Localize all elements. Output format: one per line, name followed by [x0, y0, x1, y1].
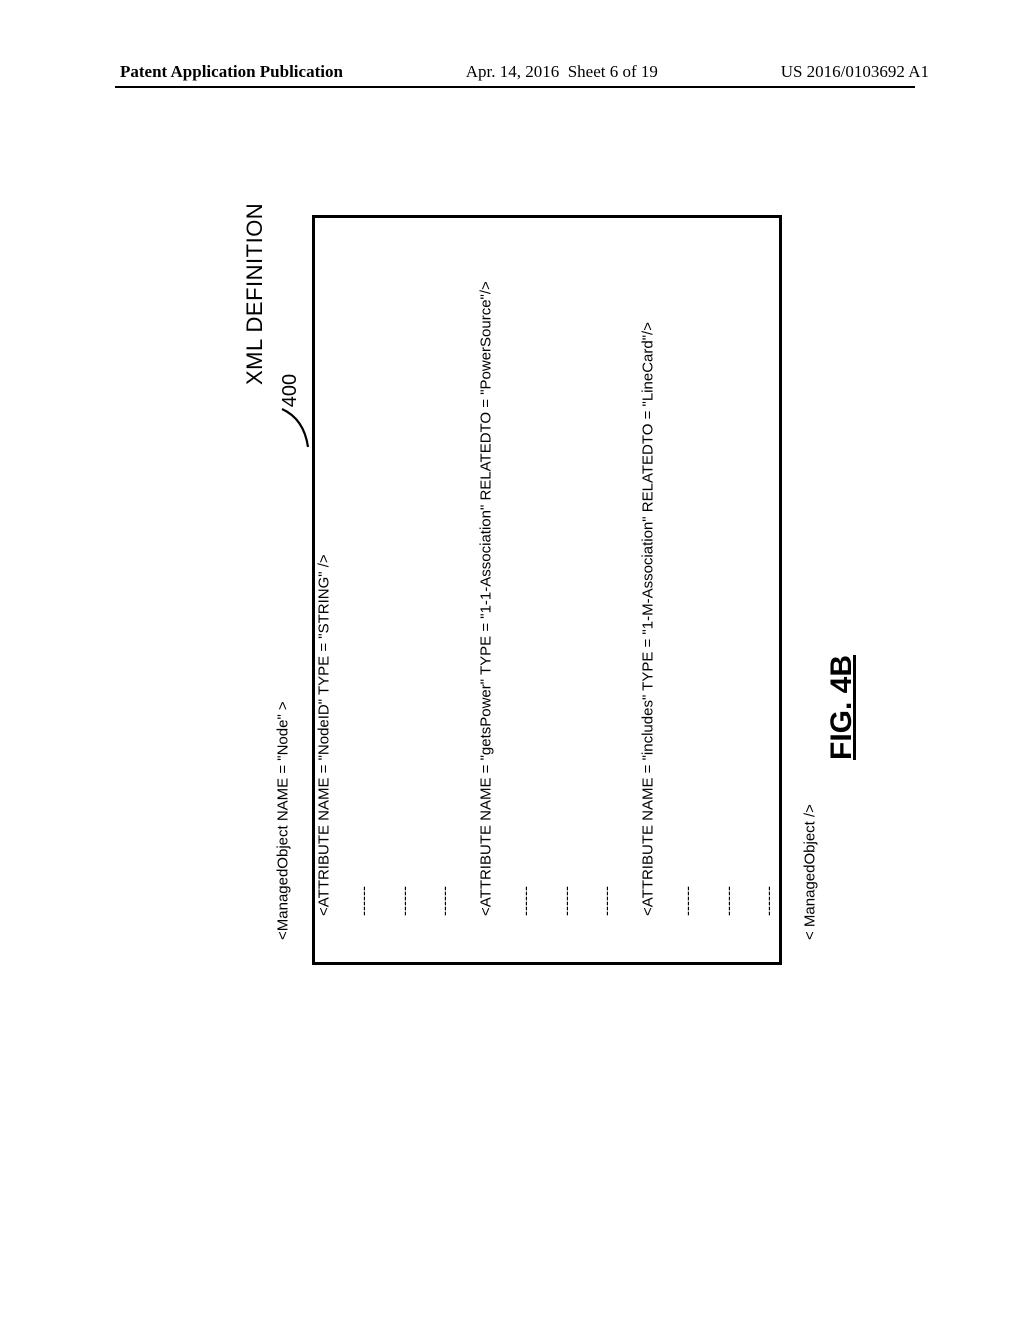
xml-ellipsis: ------	[760, 240, 780, 940]
xml-ellipsis: ------	[436, 240, 456, 940]
page-header: Patent Application Publication Apr. 14, …	[0, 62, 1024, 82]
xml-attr-nodeid: <ATTRIBUTE NAME = "NodeID" TYPE = "STRIN…	[314, 240, 334, 940]
header-sheet: Sheet 6 of 19	[568, 62, 658, 81]
xml-attr-includes: <ATTRIBUTE NAME = "includes" TYPE = "1-M…	[638, 240, 658, 940]
figure-title: XML DEFINITION	[242, 203, 268, 385]
header-date: Apr. 14, 2016	[466, 62, 560, 81]
xml-open-tag: <ManagedObject NAME = "Node" >	[274, 240, 294, 940]
xml-ellipsis: ------	[598, 240, 618, 940]
header-rule	[115, 86, 915, 88]
xml-ellipsis: ------	[679, 240, 699, 940]
header-publication-label: Patent Application Publication	[120, 62, 343, 82]
xml-definition-box: <ManagedObject NAME = "Node" > <ATTRIBUT…	[312, 215, 782, 965]
figure-4b: XML DEFINITION 400 <ManagedObject NAME =…	[280, 215, 780, 965]
xml-ellipsis: ------	[395, 240, 415, 940]
xml-attr-getspower: <ATTRIBUTE NAME = "getsPower" TYPE = "1-…	[476, 240, 496, 940]
figure-caption: FIG. 4B	[825, 655, 859, 760]
xml-ellipsis: ------	[517, 240, 537, 940]
xml-ellipsis: ------	[557, 240, 577, 940]
xml-code-listing: <ManagedObject NAME = "Node" > <ATTRIBUT…	[274, 240, 821, 940]
header-sheet-info: Apr. 14, 2016 Sheet 6 of 19	[466, 62, 658, 82]
xml-ellipsis: ------	[719, 240, 739, 940]
xml-ellipsis: ------	[355, 240, 375, 940]
page: Patent Application Publication Apr. 14, …	[0, 0, 1024, 1320]
xml-close-tag: < ManagedObject />	[800, 240, 820, 940]
header-pub-number: US 2016/0103692 A1	[781, 62, 929, 82]
